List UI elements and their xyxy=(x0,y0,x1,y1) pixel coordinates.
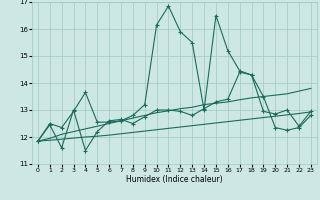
X-axis label: Humidex (Indice chaleur): Humidex (Indice chaleur) xyxy=(126,175,223,184)
